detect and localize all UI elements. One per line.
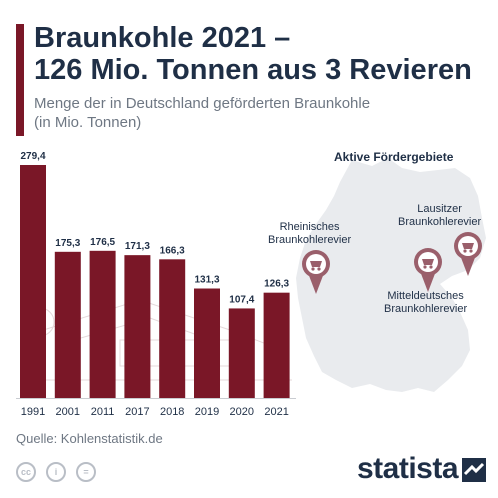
bar-1991 [20, 165, 46, 398]
region-mitteldeutsch-line-2: Braunkohlerevier [384, 303, 468, 315]
map-pin-tail [308, 273, 324, 294]
bar-2020 [228, 308, 255, 398]
region-rheinisch-line-1: Rheinisches [279, 221, 340, 233]
cart-wheel [317, 267, 321, 271]
map-pin-3[interactable] [454, 232, 482, 276]
statista-logo-text[interactable]: statista [357, 452, 459, 485]
value-labels-group: 279,4 175,3 176,5 171,3 166,3 131,3 107,4 126,3 [20, 151, 289, 305]
region-label-rheinisch: Rheinisches Braunkohlerevier [268, 221, 351, 247]
bar-2021 [263, 292, 290, 398]
category-label-2021: 2021 [264, 406, 288, 418]
cart-wheel [429, 265, 433, 269]
germany-map-shape [296, 158, 486, 392]
statista-logo-icon[interactable] [462, 458, 486, 482]
person-icon[interactable]: i [46, 462, 66, 482]
category-label-2017: 2017 [125, 406, 149, 418]
map-heading: Aktive Fördergebiete [334, 150, 454, 164]
category-labels-group: 1991 2001 2011 2017 2018 2019 2020 2021 [16, 398, 296, 418]
category-label-1991: 1991 [21, 406, 45, 418]
bar-2001 [54, 251, 81, 398]
cart-wheel [469, 249, 473, 253]
map-pins-group [302, 232, 482, 294]
map-pin-1[interactable] [302, 250, 330, 294]
value-label-2001: 175,3 [55, 238, 80, 249]
region-lausitz-line-2: Braunkohlerevier [398, 216, 482, 228]
map-pin-tail [420, 271, 436, 292]
map-pin-2[interactable] [414, 248, 442, 292]
value-label-2019: 131,3 [194, 275, 219, 286]
category-label-2011: 2011 [91, 406, 115, 418]
subtitle-line-1: Menge der in Deutschland geförderten Bra… [34, 95, 371, 112]
chart-subtitle: Menge der in Deutschland geförderten Bra… [34, 94, 474, 132]
region-mitteldeutsch-line-1: Mitteldeutsches [387, 290, 464, 302]
cc-icon[interactable]: cc [16, 462, 36, 482]
region-rheinisch-line-2: Braunkohlerevier [268, 234, 352, 246]
value-label-2020: 107,4 [229, 294, 254, 305]
cart-wheel [463, 249, 467, 253]
value-label-2021: 126,3 [264, 279, 289, 290]
category-label-2019: 2019 [195, 406, 219, 418]
mining-cart-icon [422, 259, 434, 265]
bar-2017 [124, 255, 151, 398]
page-title: Braunkohle 2021 – 126 Mio. Tonnen aus 3 … [34, 22, 494, 86]
title-line-2: 126 Mio. Tonnen aus 3 Revieren [34, 54, 472, 86]
mining-cart-icon [462, 243, 474, 249]
region-lausitz-line-1: Lausitzer [417, 203, 462, 215]
source-note: Quelle: Kohlenstatistik.de [16, 431, 163, 446]
cart-wheel [423, 265, 427, 269]
category-label-2018: 2018 [160, 406, 184, 418]
value-label-2017: 171,3 [125, 241, 150, 252]
title-accent-bar [16, 24, 24, 136]
map-pin-tail [460, 255, 476, 276]
category-label-2001: 2001 [56, 406, 80, 418]
bar-2011 [89, 250, 116, 398]
value-label-1991: 279,4 [20, 151, 45, 162]
region-label-lausitz: Lausitzer Braunkohlerevier [398, 203, 481, 229]
equals-icon[interactable]: = [76, 462, 96, 482]
title-line-1: Braunkohle 2021 – [34, 22, 291, 54]
cart-wheel [311, 267, 315, 271]
bar-2018 [159, 259, 186, 398]
statista-logo-glyph [463, 462, 485, 476]
bars-group [20, 165, 290, 398]
category-label-2020: 2020 [230, 406, 254, 418]
value-label-2018: 166,3 [160, 245, 185, 256]
mining-cart-icon [310, 261, 322, 267]
region-label-mitteldeutsch: Mitteldeutsches Braunkohlerevier [384, 290, 467, 316]
subtitle-line-2: (in Mio. Tonnen) [34, 114, 142, 131]
bar-2019 [194, 288, 220, 398]
value-label-2011: 176,5 [90, 237, 115, 248]
